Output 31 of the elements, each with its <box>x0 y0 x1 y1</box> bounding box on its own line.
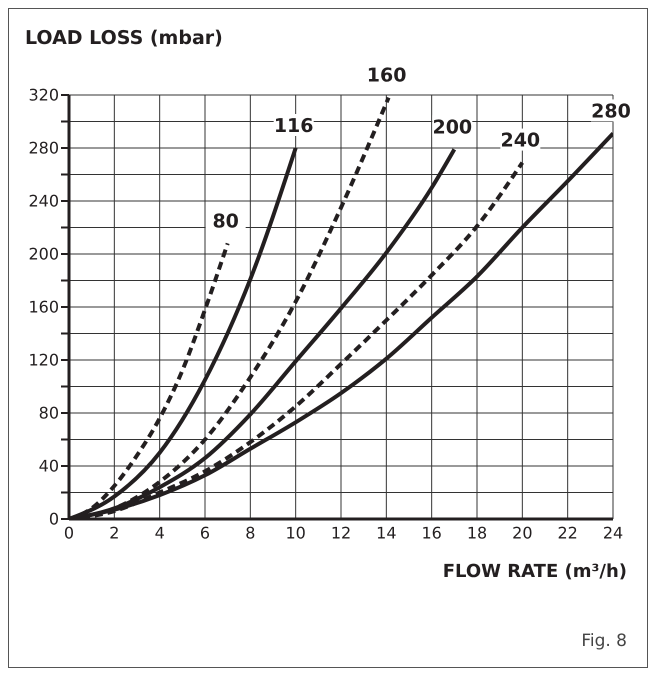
x-tick-label: 18 <box>466 523 488 542</box>
x-tick-label: 4 <box>154 523 165 542</box>
y-tick-label: 120 <box>28 350 59 370</box>
x-tick-label: 6 <box>200 523 210 542</box>
caption: Fig. 8 <box>581 631 627 651</box>
y-tick-label: 160 <box>28 298 59 317</box>
y-tick-label: 80 <box>38 404 59 423</box>
x-tick-label: 0 <box>64 523 74 542</box>
series-label: 116 <box>274 115 314 137</box>
series-label: 160 <box>366 64 406 87</box>
x-tick-label: 14 <box>376 523 397 542</box>
x-tick-label: 20 <box>512 523 533 542</box>
series-label: 80 <box>212 210 239 232</box>
x-tick-label: 10 <box>285 523 306 542</box>
y-tick-label: 320 <box>28 86 59 105</box>
series-label: 240 <box>500 130 540 152</box>
y-tick-label: 0 <box>48 510 59 529</box>
x-tick-label: 22 <box>557 523 578 542</box>
x-tick-label: 8 <box>245 523 256 542</box>
y-axis-title: LOAD LOSS (mbar) <box>25 27 223 49</box>
x-tick-label: 16 <box>421 523 442 542</box>
x-tick-label: 12 <box>330 523 352 542</box>
y-tick-label: 40 <box>38 456 59 476</box>
y-tick-label: 280 <box>28 138 59 158</box>
x-axis-title: FLOW RATE (m³/h) <box>442 561 627 582</box>
series-label: 200 <box>432 116 472 138</box>
x-tick-label: 24 <box>602 523 624 542</box>
y-tick-label: 200 <box>28 244 59 264</box>
series-label: 280 <box>591 100 631 122</box>
y-tick-label: 240 <box>28 192 59 211</box>
x-tick-label: 2 <box>109 523 120 542</box>
